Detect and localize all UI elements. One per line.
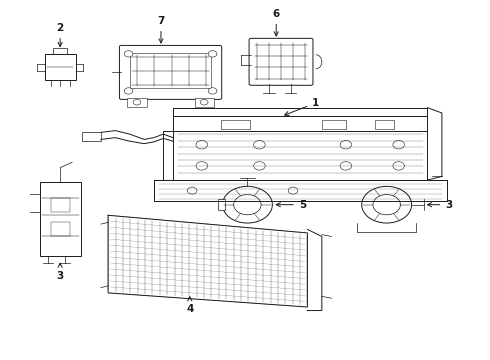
Bar bbox=[221, 120, 250, 129]
Circle shape bbox=[373, 195, 400, 215]
Circle shape bbox=[124, 51, 133, 57]
Circle shape bbox=[393, 140, 404, 149]
Circle shape bbox=[288, 187, 298, 194]
Bar bbox=[218, 199, 225, 210]
Bar bbox=[375, 120, 394, 129]
Circle shape bbox=[340, 140, 352, 149]
Circle shape bbox=[234, 195, 261, 215]
Text: 3: 3 bbox=[56, 263, 64, 281]
Text: 5: 5 bbox=[276, 200, 306, 210]
Circle shape bbox=[379, 187, 389, 194]
Circle shape bbox=[124, 88, 133, 94]
Circle shape bbox=[393, 162, 404, 170]
Bar bbox=[82, 132, 101, 141]
Text: 7: 7 bbox=[157, 16, 165, 43]
Bar bbox=[50, 198, 70, 212]
Bar bbox=[127, 98, 147, 107]
Bar bbox=[40, 182, 80, 256]
Circle shape bbox=[208, 51, 217, 57]
Text: 4: 4 bbox=[186, 297, 194, 314]
Circle shape bbox=[362, 186, 412, 223]
Circle shape bbox=[196, 162, 208, 170]
FancyBboxPatch shape bbox=[120, 45, 221, 99]
Text: 2: 2 bbox=[56, 23, 64, 46]
Circle shape bbox=[133, 99, 141, 105]
Bar bbox=[322, 120, 346, 129]
Circle shape bbox=[208, 88, 217, 94]
Circle shape bbox=[254, 162, 265, 170]
Polygon shape bbox=[307, 229, 322, 311]
FancyBboxPatch shape bbox=[249, 39, 313, 85]
Circle shape bbox=[222, 186, 272, 223]
Text: 1: 1 bbox=[285, 98, 319, 116]
Polygon shape bbox=[108, 215, 307, 307]
Bar bbox=[50, 222, 70, 237]
Circle shape bbox=[200, 99, 208, 105]
Text: 6: 6 bbox=[272, 9, 280, 36]
Circle shape bbox=[340, 162, 352, 170]
Circle shape bbox=[254, 140, 265, 149]
Circle shape bbox=[187, 187, 197, 194]
Bar bbox=[195, 98, 214, 107]
Bar bbox=[130, 53, 211, 88]
Text: 3: 3 bbox=[427, 200, 452, 210]
Bar bbox=[45, 54, 76, 80]
Circle shape bbox=[196, 140, 208, 149]
